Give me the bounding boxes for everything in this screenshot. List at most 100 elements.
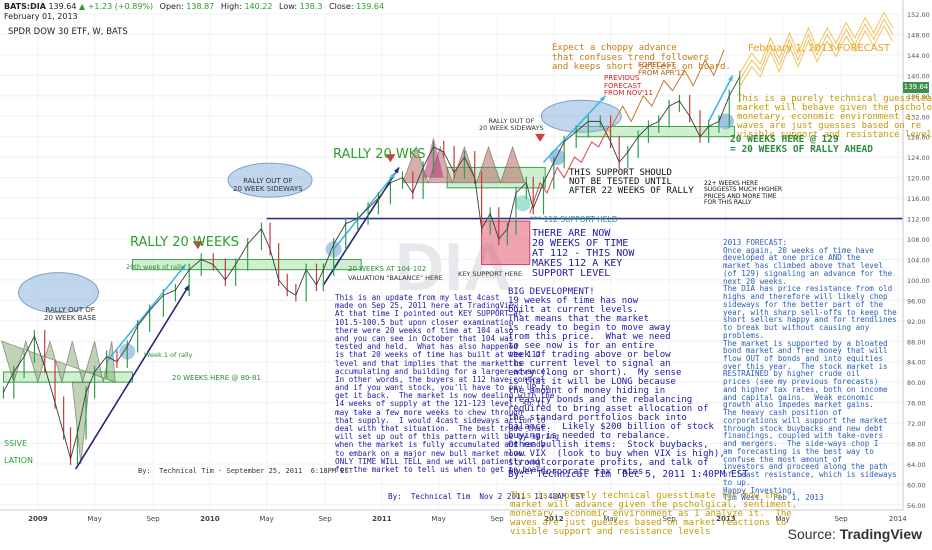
weeks-129-note: 20 WEEKS HERE @ 129 = 20 WEEKS OF RALLY …	[730, 134, 873, 155]
marker-circle	[549, 149, 566, 166]
time-tick-label: 2012	[544, 515, 564, 523]
forecast-2013-note: 2013 FORECAST: Once again, 20 weeks of t…	[723, 238, 897, 503]
price-tick-label: 124.00	[907, 154, 930, 162]
rally-arrow-2012	[542, 95, 607, 163]
time-tick-label: May	[259, 515, 273, 523]
by-nov-note: By: Technical Tim Nov 2 2011 11:48AM EST	[388, 492, 585, 501]
change: +1.23 (+0.89%)	[87, 2, 154, 11]
close-label: Close:	[329, 2, 354, 11]
symbol[interactable]: BATS:DIA	[4, 2, 46, 11]
update-sep-note: This is an update from my last 4cast mad…	[335, 293, 560, 474]
open-label: Open:	[159, 2, 184, 11]
time-tick-label: May	[87, 515, 101, 523]
source-site[interactable]: TradingView	[839, 526, 922, 542]
time-tick-label: May	[603, 515, 617, 523]
series-layer	[2, 11, 894, 466]
week-20-label: 20th week of rally	[126, 263, 185, 271]
time-tick-label: Sep	[662, 515, 676, 523]
rally-arrow-2013-head	[728, 75, 733, 82]
low-label: Low:	[279, 2, 298, 11]
forecast-apr12-path	[608, 49, 725, 132]
zone-80-label: 20 WEEKS HERE @ 80-81	[172, 374, 261, 382]
forecast-nov11-path	[529, 126, 610, 214]
weeks-22-note: 22+ WEEKS HERE SUGGESTS MUCH HIGHER PRIC…	[704, 180, 783, 207]
week-1-label: Week 1 of rally	[144, 351, 193, 359]
time-tick-label: 2009	[28, 515, 48, 523]
this-support-note: THIS SUPPORT SHOULD NOT BE TESTED UNTIL …	[569, 168, 694, 196]
sell-marker-triangle	[535, 133, 546, 142]
price-tick-label: 144.00	[907, 52, 930, 60]
rally-20-weeks-label: RALLY 20 WEEKS	[130, 235, 239, 250]
purely-technical-bottom: This is a purely technical guesstimate f…	[510, 491, 798, 537]
change-up-icon: ▲	[79, 2, 86, 11]
prev-forecast-label: PREVIOUS FORECAST FROM NOV'11	[604, 74, 653, 98]
time-tick-label: Sep	[146, 515, 160, 523]
forecast-feb13-path	[739, 11, 894, 75]
ellipse-rally-out-sideways-2010	[227, 162, 313, 198]
valuation-label: VALUATION "BALANCE" HERE	[348, 274, 443, 282]
price-line	[3, 76, 740, 461]
support-zone	[131, 258, 362, 271]
ellipse-sideways-2012-label: RALLY OUT OF 20 WEEK SIDEWAYS	[479, 117, 544, 133]
forecast-feb13-path	[739, 24, 894, 88]
ellipse-rally-out-of-base	[17, 272, 99, 314]
ellipse-base-label: RALLY OUT OF 20 WEEK BASE	[44, 306, 97, 322]
rally-trendline-2009-head	[184, 285, 190, 291]
price-tick-label: 96.00	[907, 297, 926, 305]
time-tick-label: May	[431, 515, 445, 523]
price-tick-label: 92.00	[907, 318, 926, 326]
marker-circle	[514, 195, 531, 212]
price-tick-label: 80.00	[907, 379, 926, 387]
high-label: High:	[220, 2, 242, 11]
shapes-layer	[1, 74, 734, 470]
price-tick-label: 136.00	[907, 93, 930, 101]
rally-trendline-2010	[322, 166, 400, 286]
axes-layer: 56.00 60.00 64.00 68.00 72.00 76.00 80.00 84.00…	[0, 0, 930, 523]
price-tick-label: 120.00	[907, 175, 930, 183]
ellipse-sideways-2010-label: RALLY OUT OF 20 WEEK SIDEWAYS	[233, 177, 303, 193]
feb-forecast-label: February 1, 2013 FORECAST	[748, 43, 891, 54]
price-tick-label: 108.00	[907, 236, 930, 244]
time-tick-label: 2010	[200, 515, 220, 523]
price-tick-label: 56.00	[907, 502, 926, 510]
price-tick-label: 88.00	[907, 338, 926, 346]
time-tick-label: 2014	[889, 515, 907, 523]
price-tick-label: 148.00	[907, 31, 930, 39]
time-now-note: THERE ARE NOW 20 WEEKS OF TIME AT 112 - …	[532, 228, 635, 279]
price-tick-label: 116.00	[907, 195, 930, 203]
header-line: BATS:DIA 139.64 ▲ +1.23 (+0.89%) Open: 1…	[4, 2, 384, 11]
rally-arrow-2013	[707, 74, 734, 122]
close-value: 139.64	[356, 2, 385, 11]
rally-arrow-2010	[333, 172, 397, 250]
key-support-label: KEY SUPPORT HERE	[458, 270, 522, 278]
rally-arrow-2012-head	[599, 95, 606, 102]
big-development-note: BIG DEVELOPMENT! 19 weeks of time has no…	[508, 287, 725, 477]
choppy-note: Expect a choppy advance that confuses tr…	[552, 43, 731, 73]
price-tick-label: 132.00	[907, 113, 930, 121]
grid-lines	[0, 13, 903, 510]
price-tag: 139.64	[903, 82, 929, 93]
key-support-box	[481, 220, 531, 266]
price-tick-label: 128.00	[907, 134, 930, 142]
time-tick-label: Sep	[834, 515, 848, 523]
chart-title: SPDR DOW 30 ETF, W, BATS	[8, 27, 128, 37]
price-tick-label: 112.00	[907, 216, 930, 224]
base-low-triangle	[71, 381, 90, 465]
rally-arrow-2010-head	[390, 172, 396, 179]
price-tick-label: 152.00	[907, 11, 930, 19]
price-tick-label: 140.00	[907, 72, 930, 80]
base-formation	[1, 339, 116, 384]
price-tick-label: 68.00	[907, 441, 926, 449]
time-tick-label: 2011	[372, 515, 392, 523]
low-value: 138.3	[299, 2, 323, 11]
marker-circle	[717, 113, 734, 130]
forecast-apr-label: FORECAST FROM APR'12	[638, 61, 686, 77]
price-tick-label: 76.00	[907, 400, 926, 408]
open-value: 138.87	[186, 2, 215, 11]
rally-arrow-2009	[106, 264, 187, 363]
rally-trendline-2009	[74, 284, 190, 470]
rally-20-wks-label: RALLY 20 WKS	[333, 147, 426, 162]
time-tick-label: Sep	[490, 515, 504, 523]
